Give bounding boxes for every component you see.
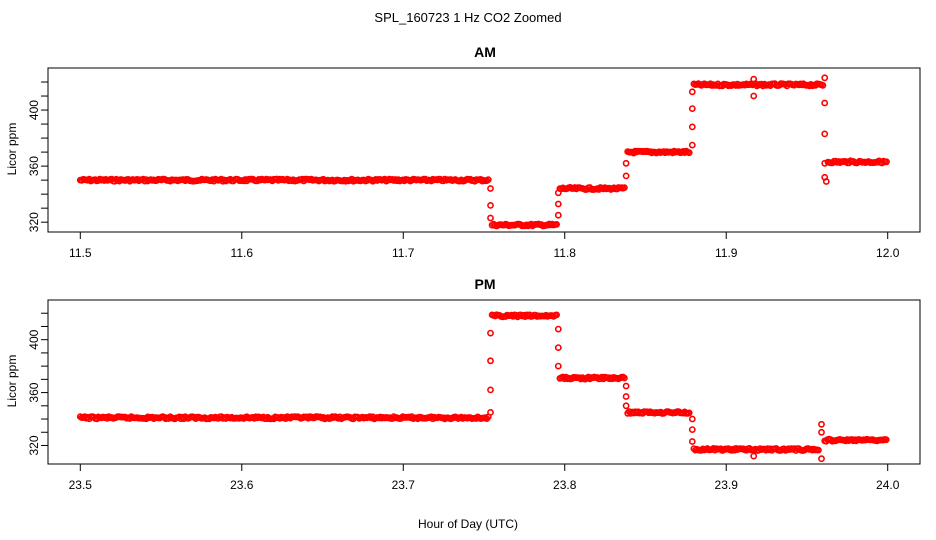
pm-data-point: [553, 311, 560, 319]
am-data-point: [821, 130, 829, 138]
am-data-point: [688, 105, 696, 112]
pm-data-point: [688, 415, 696, 423]
am-data-point: [821, 99, 829, 107]
pm-y-tick-label: 360: [27, 382, 41, 402]
pm-data-point: [487, 329, 494, 337]
pm-data-point: [622, 393, 630, 400]
pm-data-points: [76, 311, 890, 463]
am-y-tick-label: 400: [27, 100, 41, 120]
am-panel: 11.5 11.6 11.7 11.8 11.9 12.0 320 360 400: [27, 67, 921, 260]
pm-data-point: [685, 409, 693, 417]
am-data-points: [76, 74, 890, 230]
am-data-point: [554, 211, 562, 219]
pm-data-point: [818, 455, 825, 463]
am-x-tick-label: 11.7: [392, 246, 415, 260]
pm-data-point: [487, 357, 494, 365]
am-y-axis-label: Licor ppm: [5, 123, 19, 176]
am-x-tick-label: 11.9: [715, 246, 738, 260]
pm-data-point: [621, 374, 628, 382]
am-data-point: [883, 158, 890, 166]
pm-data-point: [487, 386, 494, 394]
pm-x-tick-label: 23.9: [715, 478, 739, 492]
pm-data-point: [818, 428, 825, 436]
pm-data-point: [622, 382, 630, 390]
pm-data-point: [818, 420, 825, 428]
pm-data-point: [815, 446, 822, 454]
am-y-tick-label: 360: [27, 156, 41, 176]
am-x-tick-label: 11.5: [69, 246, 92, 260]
am-data-point: [688, 123, 696, 131]
pm-y-axis-label: Licor ppm: [5, 355, 19, 408]
pm-x-tick-label: 23.7: [392, 478, 416, 492]
pm-panel-title: PM: [475, 276, 496, 292]
am-data-point: [622, 159, 630, 167]
pm-data-point: [622, 402, 630, 410]
am-x-tick-label: 11.8: [554, 246, 577, 260]
am-data-point: [688, 141, 696, 149]
pm-x-tick-label: 23.8: [553, 478, 577, 492]
am-data-point: [685, 149, 693, 157]
am-data-point: [621, 184, 628, 191]
am-data-point: [554, 200, 562, 208]
am-data-point: [553, 220, 560, 228]
pm-plot-frame: [47, 299, 921, 465]
am-data-point: [819, 82, 827, 89]
chart-title: SPL_160723 1 Hz CO2 Zoomed: [374, 10, 561, 25]
am-panel-title: AM: [474, 44, 496, 60]
pm-x-tick-label: 24.0: [876, 478, 900, 492]
am-data-point: [487, 201, 494, 209]
am-data-point: [622, 172, 630, 180]
am-data-point: [750, 92, 758, 100]
am-data-point: [822, 178, 830, 185]
am-data-point: [750, 75, 758, 83]
am-data-point: [821, 159, 829, 167]
pm-data-point: [554, 362, 562, 370]
pm-data-point: [688, 438, 696, 445]
pm-y-tick-label: 320: [27, 435, 41, 455]
x-axis-label: Hour of Day (UTC): [418, 517, 518, 531]
pm-y-tick-label: 400: [27, 329, 41, 349]
am-y-tick-label: 320: [27, 212, 41, 232]
pm-data-point: [882, 436, 890, 444]
am-data-point: [487, 185, 494, 192]
am-data-point: [484, 176, 492, 183]
pm-panel: 23.5 23.6 23.7 23.8 23.9 24.0 320 360 400: [27, 299, 921, 492]
am-x-tick-label: 11.6: [231, 246, 254, 260]
pm-data-point: [487, 408, 494, 416]
pm-data-point: [554, 344, 562, 351]
am-data-point: [554, 189, 562, 197]
am-plot-frame: [47, 67, 921, 233]
pm-data-point: [688, 426, 696, 433]
am-data-point: [821, 74, 829, 82]
pm-x-tick-label: 23.6: [230, 478, 254, 492]
pm-data-point: [554, 325, 562, 333]
am-data-point: [487, 214, 494, 222]
am-x-tick-label: 12.0: [876, 246, 900, 260]
pm-x-tick-label: 23.5: [69, 478, 93, 492]
pm-data-point: [750, 452, 758, 460]
am-data-point: [688, 88, 696, 96]
